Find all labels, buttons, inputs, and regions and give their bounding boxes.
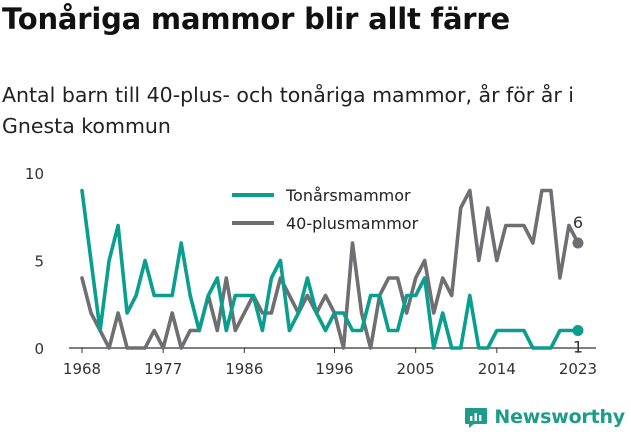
end-value-label: 6 <box>573 213 583 232</box>
end-marker <box>572 325 584 336</box>
series-line-40-plusmammor <box>80 188 580 350</box>
end-value-label: 1 <box>573 338 583 357</box>
x-tick-label: 1996 <box>315 360 353 378</box>
x-tick-label: 1968 <box>63 360 101 378</box>
chart-title: Tonåriga mammor blir allt färre <box>2 2 510 36</box>
x-tick-label: 1977 <box>144 360 182 378</box>
y-tick-label: 0 <box>34 340 44 358</box>
x-tick-label: 2005 <box>397 360 435 378</box>
x-tick-label: 2023 <box>559 360 597 378</box>
series-line-ton-rsmammor <box>80 188 580 350</box>
x-tick-label: 1986 <box>225 360 263 378</box>
y-tick-label: 10 <box>25 165 44 183</box>
end-marker <box>572 237 584 249</box>
chart-subtitle: Antal barn till 40-plus- och tonåriga ma… <box>2 83 574 138</box>
x-tick-label: 2014 <box>478 360 516 378</box>
y-tick-label: 5 <box>34 253 44 271</box>
brand-logo: Newsworthy <box>464 405 625 429</box>
brand-name: Newsworthy <box>494 406 625 428</box>
newsworthy-logo-icon <box>465 408 488 428</box>
legend-label: 40-plusmammor <box>286 214 419 233</box>
legend-label: Tonårsmammor <box>285 186 411 205</box>
